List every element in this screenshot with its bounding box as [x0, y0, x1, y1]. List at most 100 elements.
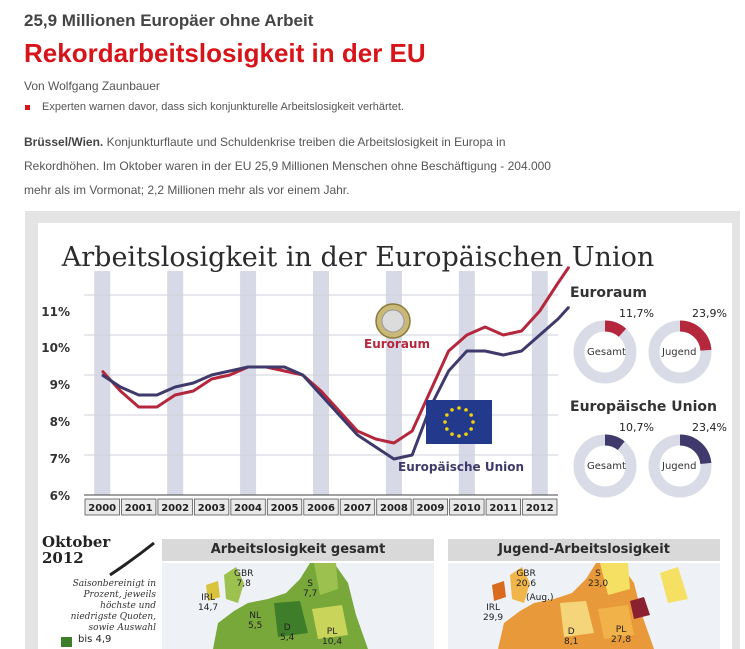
data-point-eu: [411, 454, 413, 456]
data-point-euroraum: [557, 282, 559, 284]
article-lead: Brüssel/Wien. Konjunkturflaute und Schul…: [24, 130, 569, 202]
year-box: [121, 498, 157, 516]
y-tick-label: 6%: [49, 489, 70, 503]
donut-eu-jugend-segment: [679, 434, 712, 465]
data-point-eu: [568, 306, 570, 308]
donut-eu-gesamt-segment: [604, 434, 625, 451]
year-box: [193, 498, 230, 516]
data-point-eu: [356, 434, 359, 436]
x-tick-label: 2000: [88, 503, 116, 514]
data-point-euroraum: [429, 390, 432, 392]
unemployment-line-chart: 2000 2001 2002 2003 2004 2005 2006 2007 2008 2009…: [84, 266, 720, 649]
data-point-euroraum: [320, 390, 322, 392]
legend-first-label: bis 4,9: [78, 634, 112, 645]
article-kicker: 25,9 Millionen Europäer ohne Arbeit: [24, 11, 314, 30]
year-box: [376, 498, 412, 516]
eu-flag-star: [450, 408, 454, 412]
year-box: [485, 498, 521, 516]
data-point-euroraum: [192, 390, 195, 392]
article: 25,9 Millionen Europäer ohne Arbeit Reko…: [24, 10, 724, 202]
data-point-eu: [393, 458, 395, 460]
donut-value-euroraum-gesamt: 11,7%: [619, 307, 654, 320]
data-point-euroraum: [356, 430, 359, 432]
map-label-gesamt-s: S 7,7: [303, 579, 318, 599]
infographic-title: Arbeitslosigkeit in der Europäischen Uni…: [61, 242, 655, 273]
red-square-bullet-icon: [25, 104, 30, 110]
year-band: [94, 271, 111, 495]
map-gesamt-irl: [206, 581, 220, 601]
map-gesamt-de: [274, 601, 308, 637]
data-point-eu: [283, 366, 286, 368]
donut-label-euroraum-gesamt: Gesamt: [587, 347, 626, 358]
year-band: [240, 271, 257, 495]
map-heading-jugend: Jugend-Arbeitslosigkeit: [448, 539, 720, 561]
data-point-euroraum: [393, 442, 395, 444]
data-point-eu: [101, 374, 104, 376]
data-point-eu: [265, 366, 268, 368]
october-swoosh: [109, 541, 155, 577]
map-label-gesamt-gbr: GBR 7,8: [234, 569, 254, 589]
map-jugend-gbr: [510, 567, 530, 603]
data-point-eu: [502, 354, 505, 356]
y-tick-label: 8%: [49, 415, 70, 429]
data-point-eu: [557, 318, 559, 320]
y-tick-label: 11%: [41, 305, 70, 319]
article-headline[interactable]: Rekordarbeitslosigkeit in der EU: [24, 38, 426, 68]
data-point-eu: [229, 370, 231, 372]
donut-heading-euroraum: Euroraum: [570, 285, 647, 301]
data-point-euroraum: [568, 266, 570, 268]
map-label-jugend-pl: PL 27,8: [611, 625, 632, 645]
x-tick-label: 2012: [526, 503, 554, 514]
map-jugend-pl: [598, 605, 634, 639]
y-tick-label: 7%: [49, 452, 70, 466]
x-tick-label: 2009: [416, 503, 444, 514]
data-point-euroraum: [374, 438, 377, 440]
eu-flag-star: [457, 406, 461, 410]
map-gesamt-s: [314, 563, 338, 595]
year-box: [449, 498, 485, 516]
data-point-euroraum: [411, 430, 413, 432]
data-point-euroraum: [338, 410, 341, 412]
donut-value-euroraum-jugend: 23,9%: [692, 307, 727, 320]
map-gesamt-gbr: [224, 567, 244, 603]
year-band: [531, 271, 548, 495]
lead-dateline: Brüssel/Wien.: [24, 135, 104, 149]
data-point-euroraum: [137, 406, 140, 408]
data-point-eu: [174, 386, 176, 388]
donut-value-eu-jugend: 23,4%: [692, 421, 727, 434]
eu-flag-star: [469, 413, 473, 417]
data-point-euroraum: [466, 334, 468, 336]
x-tick-label: 2003: [198, 503, 226, 514]
data-point-euroraum: [210, 378, 213, 380]
x-tick-label: 2007: [344, 503, 372, 514]
eu-flag-star: [457, 434, 461, 438]
map-jugend-fi: [660, 567, 688, 603]
map-label-jugend-aug: (Aug.): [526, 593, 554, 603]
x-tick-label: 2011: [489, 503, 517, 514]
legend-swatch: [61, 637, 72, 647]
series-label-euroraum: Euroraum: [364, 337, 430, 351]
donut-euroraum-gesamt-segment: [604, 320, 627, 338]
series-label-eu: Europäische Union: [398, 460, 524, 474]
year-box: [412, 498, 449, 516]
map-jugend-irl: [492, 581, 506, 601]
map-label-jugend-d: D 8,1: [564, 627, 579, 647]
teaser-text: Experten warnen davor, dass sich konjunk…: [42, 101, 404, 113]
data-point-eu: [156, 394, 158, 396]
data-point-euroraum: [174, 394, 176, 396]
eu-flag-star: [469, 427, 473, 431]
map-jugend-de: [560, 601, 594, 637]
article-teaser: Experten warnen davor, dass sich konjunk…: [24, 101, 724, 113]
lead-text: Konjunkturflaute und Schuldenkrise treib…: [24, 135, 551, 197]
donut-heading-eu: Europäische Union: [570, 399, 718, 415]
y-tick-label: 10%: [41, 341, 70, 355]
eu-flag-star: [464, 432, 468, 436]
data-point-euroraum: [283, 370, 286, 372]
map-label-gesamt-nl: NL 5,5: [248, 611, 263, 631]
map-jugend-s: [600, 563, 630, 595]
map-legend-note: Saisonbereinigt in Prozent, jeweils höch…: [70, 579, 156, 633]
map-label-jugend-irl: IRL 29,9: [483, 603, 504, 623]
october-line2: 2012: [42, 549, 84, 567]
year-band: [312, 271, 330, 495]
data-point-eu: [301, 374, 304, 376]
